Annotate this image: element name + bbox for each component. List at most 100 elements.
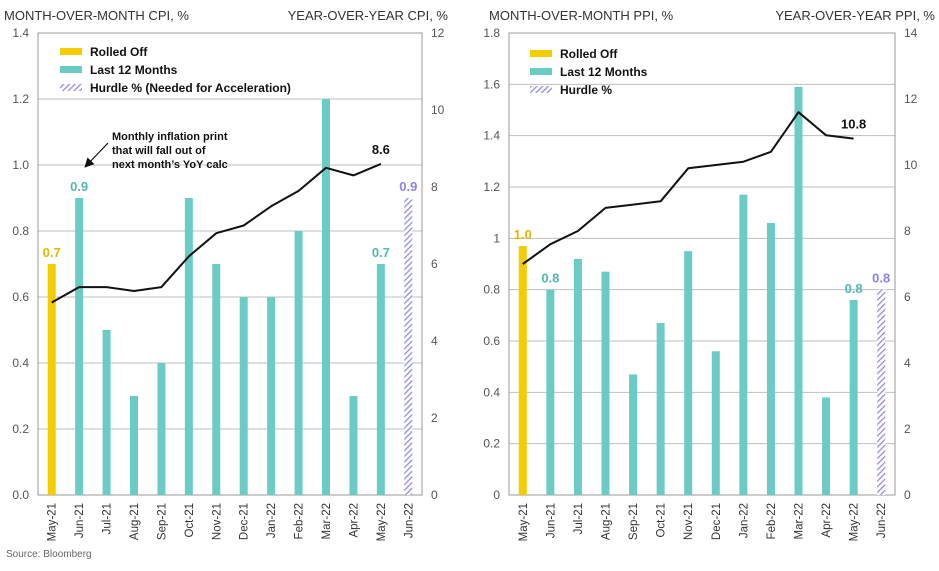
bar-jan-22 bbox=[267, 297, 276, 495]
left-tick-label: 1 bbox=[493, 231, 500, 245]
bar-may-22 bbox=[849, 299, 858, 495]
bar-value-label: 0.7 bbox=[43, 245, 61, 260]
right-tick-label: 6 bbox=[904, 290, 911, 304]
bar-value-label: 0.8 bbox=[845, 281, 863, 296]
bar-jul-21 bbox=[102, 330, 111, 495]
category-label: Apr-22 bbox=[348, 503, 360, 538]
legend-label-rolled_off: Rolled Off bbox=[560, 47, 618, 61]
left-tick-label: 1.2 bbox=[12, 92, 29, 106]
bar-value-label: 0.7 bbox=[372, 245, 390, 260]
bar-jul-21 bbox=[573, 258, 582, 495]
legend-label-last12: Last 12 Months bbox=[90, 63, 178, 77]
right-axis-title: YEAR-OVER-YEAR CPI, % bbox=[288, 8, 449, 23]
left-tick-label: 1.4 bbox=[12, 26, 29, 40]
category-label: Aug-21 bbox=[129, 503, 141, 540]
bar-feb-22 bbox=[294, 231, 303, 495]
right-tick-label: 0 bbox=[431, 488, 438, 502]
category-label: Oct-21 bbox=[184, 503, 196, 538]
bar-value-label: 1.0 bbox=[514, 227, 532, 242]
category-label: May-21 bbox=[518, 503, 530, 541]
legend-label-hurdle: Hurdle % (Needed for Acceleration) bbox=[90, 81, 291, 95]
category-label: Feb-22 bbox=[766, 503, 778, 539]
right-tick-label: 4 bbox=[431, 334, 438, 348]
bar-value-label: 0.8 bbox=[872, 271, 890, 286]
annotation-text: that will fall out of bbox=[112, 145, 206, 157]
category-label: Sep-21 bbox=[628, 503, 640, 540]
right-tick-label: 12 bbox=[431, 26, 445, 40]
category-label: Jun-21 bbox=[545, 503, 557, 538]
category-label: May-21 bbox=[47, 503, 59, 541]
bar-aug-21 bbox=[130, 396, 138, 495]
legend-swatch-hurdle bbox=[530, 86, 552, 93]
category-label: Jun-22 bbox=[876, 503, 888, 538]
right-tick-label: 10 bbox=[431, 103, 445, 117]
category-label: Jul-21 bbox=[573, 503, 585, 534]
category-label: Oct-21 bbox=[656, 503, 668, 538]
category-label: Mar-22 bbox=[321, 503, 333, 539]
bar-may-21 bbox=[518, 246, 527, 495]
annotation-text: Monthly inflation print bbox=[112, 131, 228, 143]
left-tick-label: 1.8 bbox=[483, 26, 500, 40]
bar-sep-21 bbox=[629, 374, 638, 495]
category-label: Nov-21 bbox=[683, 503, 695, 540]
bar-dec-21 bbox=[711, 351, 720, 495]
bar-oct-21 bbox=[184, 198, 193, 495]
left-tick-label: 0.6 bbox=[483, 334, 500, 348]
legend-swatch-last12 bbox=[60, 66, 82, 73]
left-tick-label: 0.8 bbox=[12, 224, 29, 238]
category-label: May-22 bbox=[376, 503, 388, 541]
legend-swatch-hurdle bbox=[60, 84, 82, 91]
left-tick-label: 1.2 bbox=[483, 180, 500, 194]
category-label: Dec-21 bbox=[711, 503, 723, 540]
right-tick-label: 2 bbox=[904, 422, 911, 436]
left-tick-label: 0.8 bbox=[483, 283, 500, 297]
bar-value-label: 0.9 bbox=[399, 179, 417, 194]
bar-apr-22 bbox=[822, 397, 831, 495]
category-label: Nov-21 bbox=[211, 503, 223, 540]
legend-swatch-last12 bbox=[530, 68, 552, 75]
plot-frame bbox=[508, 32, 896, 496]
bar-value-label: 0.8 bbox=[541, 271, 559, 286]
bar-dec-21 bbox=[239, 297, 248, 495]
left-tick-label: 0.2 bbox=[12, 422, 29, 436]
bar-apr-22 bbox=[349, 396, 358, 495]
chart-1: MONTH-OVER-MONTH CPI, % YEAR-OVER-YEAR CP… bbox=[4, 8, 448, 541]
right-tick-label: 6 bbox=[431, 257, 438, 271]
left-tick-label: 0.2 bbox=[483, 437, 500, 451]
right-tick-label: 8 bbox=[904, 224, 911, 238]
category-label: Aug-21 bbox=[601, 503, 613, 540]
chart-2: MONTH-OVER-MONTH PPI, % YEAR-OVER-YEAR PP… bbox=[483, 8, 935, 541]
left-tick-label: 0 bbox=[493, 488, 500, 502]
category-label: Jan-22 bbox=[266, 503, 278, 538]
right-axis-title: YEAR-OVER-YEAR PPI, % bbox=[775, 8, 935, 23]
category-label: Jul-21 bbox=[102, 503, 114, 534]
right-tick-label: 8 bbox=[431, 180, 438, 194]
legend-swatch-rolled_off bbox=[530, 50, 552, 57]
right-tick-label: 10 bbox=[904, 158, 918, 172]
bar-jun-22 bbox=[404, 198, 413, 495]
bar-value-label: 0.9 bbox=[70, 179, 88, 194]
bar-mar-22 bbox=[794, 86, 803, 496]
left-tick-label: 1.0 bbox=[12, 158, 29, 172]
right-tick-label: 12 bbox=[904, 92, 918, 106]
bar-mar-22 bbox=[322, 99, 330, 495]
legend-swatch-rolled_off bbox=[60, 48, 82, 55]
category-label: Apr-22 bbox=[821, 503, 833, 538]
yoy-line bbox=[522, 111, 854, 265]
right-tick-label: 2 bbox=[431, 411, 438, 425]
bar-feb-22 bbox=[766, 222, 775, 495]
bar-jun-21 bbox=[546, 289, 555, 495]
category-label: May-22 bbox=[849, 503, 861, 541]
line-value-label: 10.8 bbox=[841, 117, 866, 132]
bar-nov-21 bbox=[212, 264, 221, 495]
left-tick-label: 1.6 bbox=[483, 77, 500, 91]
left-axis-title: MONTH-OVER-MONTH PPI, % bbox=[489, 8, 674, 23]
line-value-label: 8.6 bbox=[372, 142, 390, 157]
left-tick-label: 0.4 bbox=[12, 356, 29, 370]
category-label: Jan-22 bbox=[738, 503, 750, 538]
category-label: Dec-21 bbox=[239, 503, 251, 540]
left-tick-label: 1.4 bbox=[483, 129, 500, 143]
bar-may-22 bbox=[376, 264, 385, 495]
